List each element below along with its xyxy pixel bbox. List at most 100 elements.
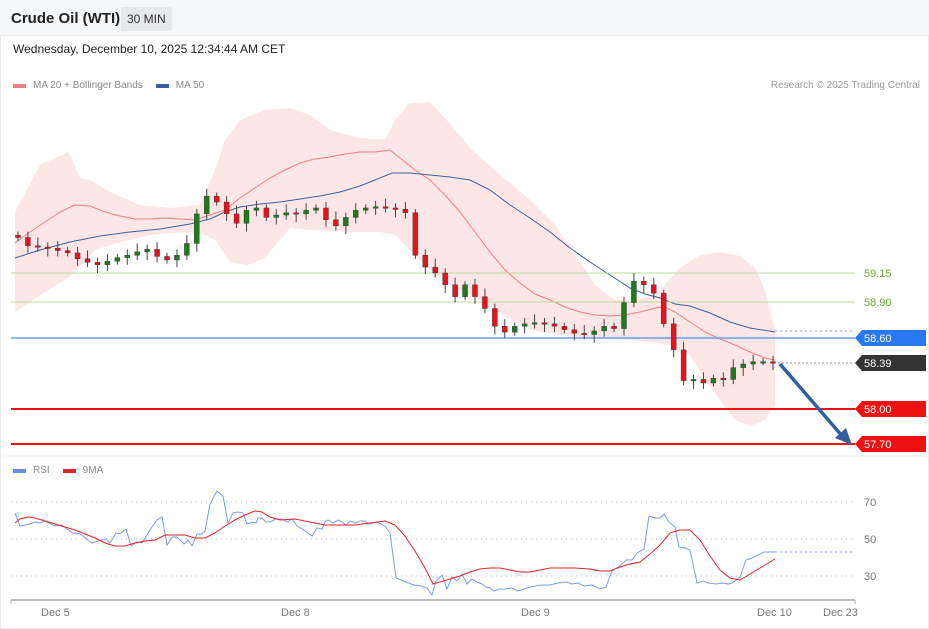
candle-up [253,207,260,211]
rsi-9ma-line [14,510,776,585]
candle-up [134,251,140,256]
chart-header: Crude Oil (WTI) 30 MIN [0,0,929,36]
ma20-swatch-icon [13,83,26,88]
candle-down [502,326,508,333]
rsi-tick-30: 30 [864,571,876,583]
candle-down [392,207,399,210]
candle-up [760,361,766,364]
candle-down [293,212,299,215]
candle-down [432,266,438,274]
candle-down [472,284,478,297]
copyright: Research © 2025 Trading Central [770,80,920,91]
candle-up [144,249,150,252]
candle-down [670,323,677,351]
candle-up [462,284,468,297]
candle-up [521,323,528,327]
candle-down [571,329,578,334]
candle-down [492,308,498,327]
candle-up [243,210,250,224]
candle-down [55,247,61,251]
candle-up [740,363,746,368]
candle-up [372,206,379,209]
candle-up [343,217,349,226]
bollinger-band [15,102,775,426]
candle-up [273,214,279,218]
timeframe-badge[interactable]: 30 MIN [121,7,172,31]
candle-up [353,210,359,218]
candle-down [74,252,81,260]
candle-up [750,361,756,365]
rsi-legend: RSI 9MA [13,465,116,476]
candle-up [313,207,319,211]
candle-up [591,330,597,335]
candle-up [631,281,637,303]
candle-down [561,326,568,330]
candle-down [700,379,707,384]
pivot-tag [855,330,926,346]
candle-down [45,246,51,249]
9ma-swatch-icon [62,468,76,473]
candle-down [720,378,727,380]
candle-up [204,195,210,215]
candle-up [362,207,369,211]
last-price-tag [855,355,926,371]
legend-label: 9MA [82,465,104,476]
level-58-90: 58.90 [864,297,892,309]
price-legend: MA 20 + Bollinger Bands MA 50 [13,80,217,91]
rsi-swatch-icon [13,468,26,473]
legend-item-9ma: 9MA [62,465,104,476]
candle-down [641,281,647,286]
candle-down [25,237,31,247]
candle-down [442,272,448,286]
datetime-label: Wednesday, December 10, 2025 12:34:44 AM… [13,42,286,56]
instrument-title: Crude Oil (WTI) [11,10,121,27]
candle-up [303,210,309,215]
level-58-39: 58.39 [864,358,892,370]
candle-down [263,207,270,218]
candle-up [690,379,697,382]
rsi-line [14,490,775,597]
candle-down [770,361,776,364]
level-59-15: 59.15 [864,268,892,280]
candle-down [213,195,220,203]
candle-down [482,296,488,309]
candle-down [661,292,667,325]
legend-label: MA 20 + Bollinger Bands [33,80,143,91]
candle-down [611,326,617,329]
candle-down [402,208,409,213]
candle-down [412,212,419,256]
candle-up [531,322,538,325]
candle-down [233,213,240,224]
candle-down [541,322,548,325]
legend-item-ma50: MA 50 [155,80,204,91]
candle-down [64,250,71,254]
candle-down [223,201,230,215]
x-tick-dec10: Dec 10 [757,607,792,619]
candle-down [84,258,91,263]
level-58-00: 58.00 [864,404,892,416]
candle-up [730,367,736,380]
x-tick-dec23: Dec 23 [823,607,858,619]
candle-down [680,349,687,381]
ma50-line [14,172,776,333]
legend-item-ma20: MA 20 + Bollinger Bands [13,80,143,91]
legend-label: RSI [33,465,50,476]
candle-up [184,243,190,256]
candle-up [621,302,627,329]
candle-down [551,323,558,327]
candle-up [114,257,121,262]
level-58-60: 58.60 [864,333,892,345]
x-tick-dec9: Dec 9 [521,607,550,619]
candle-down [164,256,170,261]
candle-down [333,219,339,226]
ma50-swatch-icon [155,83,169,88]
candle-up [104,260,111,265]
candlesticks [15,189,776,389]
ma20-line [14,149,776,361]
x-tick-dec5: Dec 5 [41,607,70,619]
candle-down [581,333,587,336]
candle-up [601,326,607,332]
candle-down [154,249,160,257]
